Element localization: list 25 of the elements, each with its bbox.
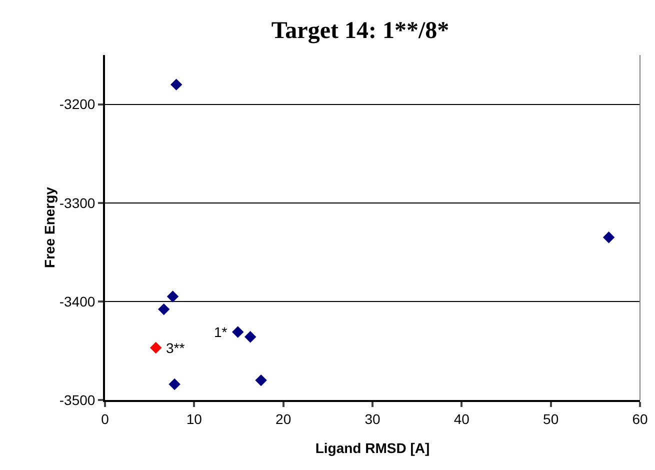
y-tick-label: -3500 bbox=[59, 392, 96, 408]
x-axis-title: Ligand RMSD [A] bbox=[315, 440, 430, 456]
point bbox=[150, 342, 162, 354]
point bbox=[602, 232, 615, 244]
y-axis-title: Free Energy bbox=[41, 186, 58, 268]
x-tick-label: 10 bbox=[186, 410, 202, 427]
x-tick-label: 50 bbox=[543, 410, 559, 427]
point bbox=[232, 326, 244, 338]
point bbox=[255, 374, 267, 386]
annotation: 1* bbox=[214, 324, 228, 340]
point bbox=[158, 303, 170, 316]
y-tick-label: -3300 bbox=[59, 194, 96, 211]
point bbox=[244, 331, 256, 343]
x-tick-label: 40 bbox=[454, 410, 470, 427]
chart-title: Target 14: 1**/8* bbox=[271, 18, 450, 44]
x-tick-label: 0 bbox=[101, 410, 110, 427]
x-tick-label: 20 bbox=[276, 410, 292, 427]
point bbox=[170, 78, 182, 90]
y-tick-label: -3200 bbox=[59, 96, 96, 112]
x-tick-label: 30 bbox=[364, 410, 380, 427]
point bbox=[168, 378, 180, 390]
point bbox=[166, 290, 179, 302]
x-tick-label: 60 bbox=[632, 410, 648, 427]
annotation: 3** bbox=[166, 340, 186, 356]
y-tick-label: -3400 bbox=[59, 293, 96, 310]
